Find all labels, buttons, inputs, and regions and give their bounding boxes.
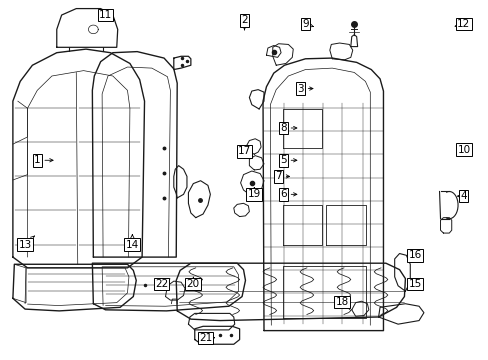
Text: 14: 14 (125, 235, 139, 249)
Text: 10: 10 (456, 144, 469, 154)
Text: 18: 18 (335, 297, 348, 307)
Text: 21: 21 (199, 333, 214, 343)
Text: 17: 17 (237, 146, 251, 158)
Text: 22: 22 (155, 279, 170, 289)
Text: 16: 16 (407, 250, 421, 260)
Text: 7: 7 (275, 171, 289, 181)
Text: 9: 9 (302, 19, 313, 29)
Text: 15: 15 (407, 279, 421, 289)
Text: 3: 3 (297, 84, 312, 94)
Text: 12: 12 (454, 19, 469, 29)
Text: 19: 19 (247, 188, 260, 199)
Text: 6: 6 (280, 189, 296, 199)
Text: 2: 2 (241, 15, 247, 30)
Text: 8: 8 (280, 123, 296, 133)
Text: 13: 13 (19, 236, 34, 249)
Text: 1: 1 (34, 155, 53, 165)
Text: 11: 11 (99, 10, 114, 20)
Text: 4: 4 (457, 191, 466, 201)
Text: 20: 20 (186, 277, 200, 289)
Text: 5: 5 (280, 155, 296, 165)
